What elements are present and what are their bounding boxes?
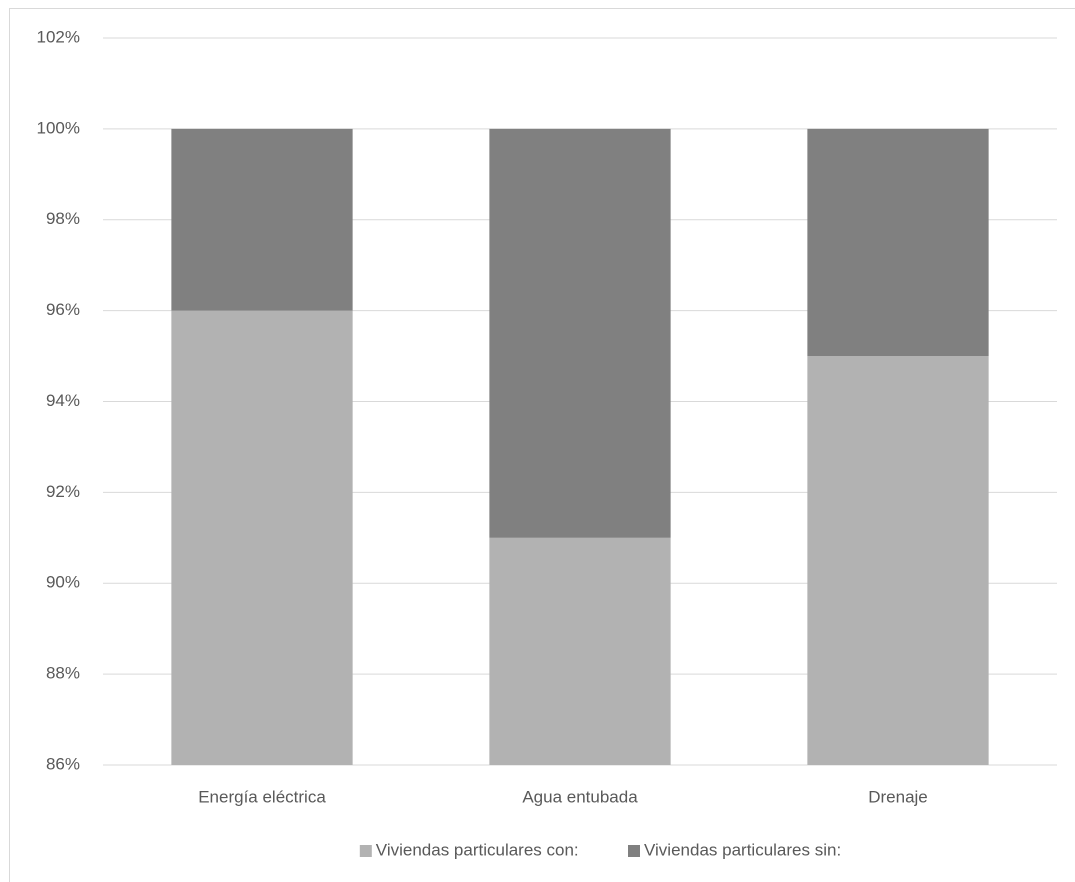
chart-frame: [9, 8, 1075, 882]
y-tick-label: 102%: [37, 27, 80, 46]
y-tick-label: 88%: [46, 664, 80, 683]
y-tick-label: 86%: [46, 754, 80, 773]
y-tick-label: 94%: [46, 391, 80, 410]
x-tick-label: Energía eléctrica: [198, 787, 326, 806]
y-tick-label: 100%: [37, 118, 80, 137]
bar-segment: [489, 128, 671, 538]
legend-label: Viviendas particulares con:: [376, 840, 579, 859]
bar-segment: [807, 128, 989, 357]
legend-swatch: [628, 845, 640, 857]
legend-label: Viviendas particulares sin:: [644, 840, 841, 859]
y-tick-label: 90%: [46, 573, 80, 592]
bar-segment: [171, 310, 353, 765]
y-tick-label: 98%: [46, 209, 80, 228]
bar-segment: [171, 128, 353, 311]
bar-segment: [807, 356, 989, 765]
x-tick-label: Drenaje: [868, 787, 928, 806]
y-tick-label: 92%: [46, 482, 80, 501]
bar-segment: [489, 537, 671, 765]
legend-swatch: [359, 845, 372, 857]
y-tick-label: 96%: [46, 300, 80, 319]
x-tick-label: Agua entubada: [522, 787, 638, 806]
